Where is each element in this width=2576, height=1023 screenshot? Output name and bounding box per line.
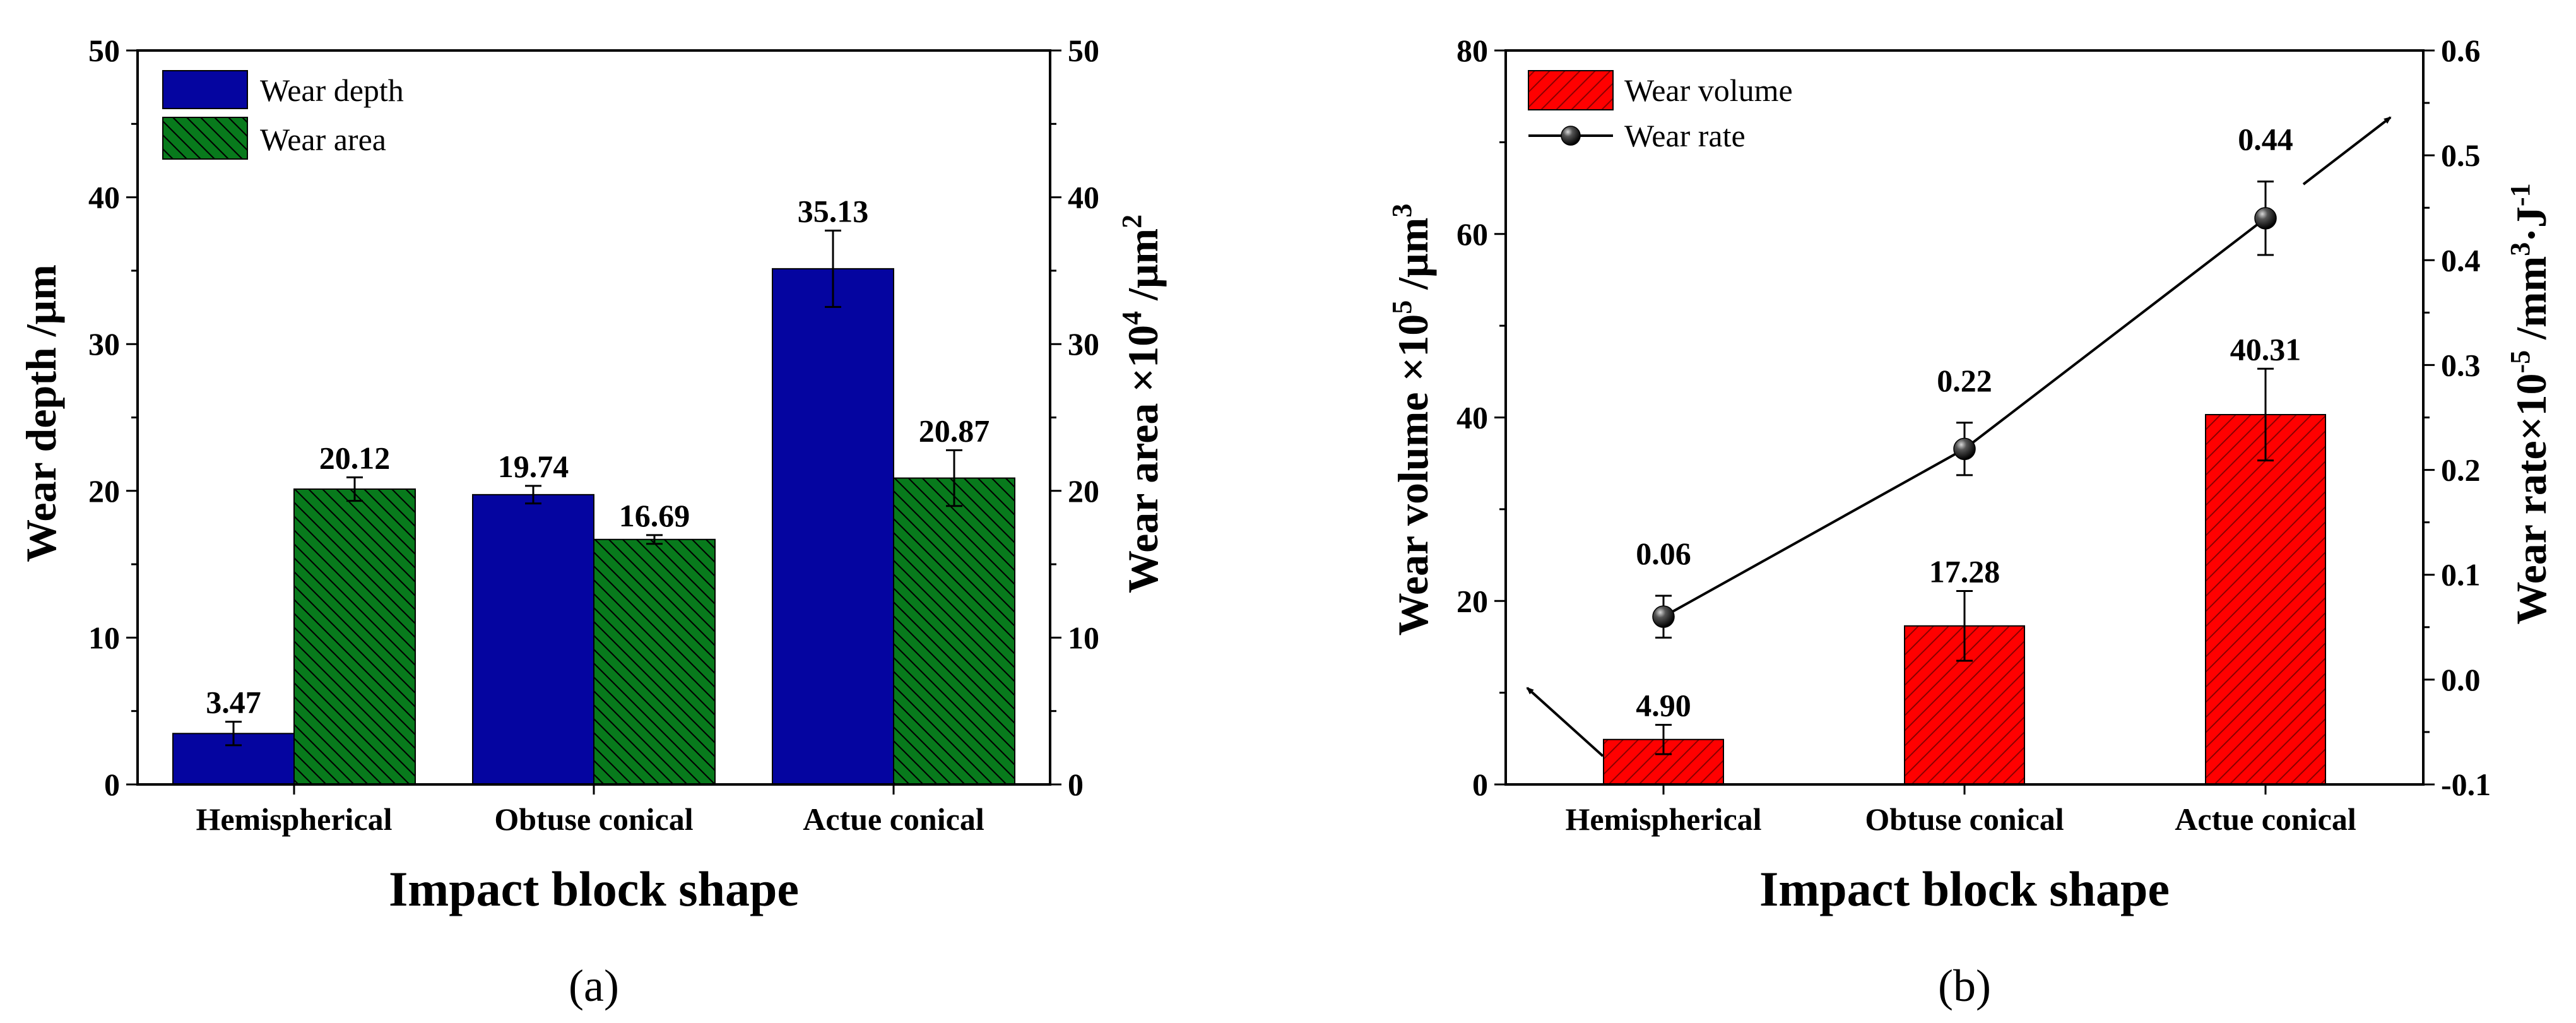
bar-wear-area-2 [893, 477, 1015, 785]
y-tick-label: 0 [104, 767, 120, 802]
y2-tick-label: 40 [1068, 180, 1099, 215]
y-tick-label: 20 [1456, 583, 1488, 618]
legend-marker-wear-rate [1561, 126, 1581, 146]
panel-b-x-axis-title: Impact block shape [1759, 861, 2170, 916]
panel-b-label: (b) [1938, 961, 1991, 1011]
y2-tick-label: 10 [1068, 620, 1099, 655]
panel-b-plot-marks: 4.90 Hemispherical 17.28 Obtuse conical 40.3… [1456, 33, 2491, 837]
wear-rate-point-0 [1652, 605, 1675, 628]
y-tick-label: 0 [1472, 767, 1488, 802]
panel-b-y2-axis-title: Wear rate×10-5 /mm3·J-1 [2505, 183, 2555, 624]
y-tick-label: 30 [88, 326, 120, 362]
panel-a-plot-marks: 3.47 20.12 Hemispherical 19.74 16.69 Obtuse c… [88, 33, 1099, 837]
wear-rate-point-2 [2254, 207, 2277, 230]
y-tick-label: 20 [88, 473, 120, 509]
y2-tick-label: 0.5 [2441, 138, 2481, 173]
panel-b: 4.90 Hemispherical 17.28 Obtuse conical 40.3… [1386, 33, 2555, 1011]
y2-tick-label: 0.0 [2441, 662, 2481, 697]
bar-wear-area-0 [293, 488, 416, 785]
bar-wear-area-1 [593, 538, 716, 785]
y2-tick-label: 0 [1068, 767, 1084, 802]
x-tick-label: Actue conical [2175, 801, 2356, 837]
y2-tick-label: -0.1 [2441, 767, 2491, 802]
arrow-right-wear-rate-axis [2302, 116, 2392, 186]
data-label-wear-rate-1: 0.22 [1937, 363, 1992, 398]
bar-wear-depth-2 [772, 268, 894, 785]
x-tick-label: Actue conical [803, 801, 984, 837]
panel-a-y2-axis-title: Wear area ×104 /μm2 [1116, 215, 1167, 593]
y-tick-label: 40 [1456, 400, 1488, 435]
y2-tick-label: 0.1 [2441, 557, 2481, 593]
panel-a-y-axis-title: Wear depth /μm [17, 264, 65, 562]
y-tick-label: 60 [1456, 216, 1488, 252]
panel-b-y-axis-title: Wear volume ×105 /μm3 [1386, 204, 1437, 636]
data-label-wear-volume-2: 40.31 [2230, 331, 2301, 367]
panel-a-legend: Wear depth Wear area [162, 70, 404, 160]
legend-swatch-wear-volume [1528, 70, 1614, 110]
y-tick-label: 10 [88, 620, 120, 655]
panel-a-label: (a) [569, 961, 619, 1011]
legend-label-wear-area: Wear area [260, 122, 386, 157]
y2-tick-label: 20 [1068, 473, 1099, 509]
data-label-wear-area-1: 16.69 [619, 498, 690, 533]
data-label-wear-volume-0: 4.90 [1636, 688, 1691, 723]
x-tick-label: Obtuse conical [494, 801, 693, 837]
y2-tick-label: 0.3 [2441, 347, 2481, 382]
y-tick-label: 50 [88, 33, 120, 68]
arrow-left-wear-volume-axis [1526, 687, 1604, 757]
legend-swatch-wear-area [162, 117, 248, 160]
data-label-wear-depth-0: 3.47 [206, 685, 261, 720]
y-tick-label: 40 [88, 180, 120, 215]
panel-a-x-axis-title: Impact block shape [389, 861, 799, 916]
bar-wear-depth-1 [472, 494, 594, 785]
bar-wear-volume-2 [2205, 413, 2326, 785]
data-label-wear-area-0: 20.12 [319, 440, 391, 475]
panel-b-legend: Wear volume Wear rate [1528, 70, 1793, 153]
legend-label-wear-depth: Wear depth [260, 73, 404, 108]
y-tick-label: 80 [1456, 33, 1488, 68]
y2-tick-label: 0.4 [2441, 242, 2481, 278]
legend-label-wear-rate: Wear rate [1624, 118, 1746, 153]
y2-tick-label: 30 [1068, 326, 1099, 362]
y2-tick-label: 50 [1068, 33, 1099, 68]
x-tick-label: Obtuse conical [1865, 801, 2064, 837]
legend-swatch-wear-depth [162, 70, 248, 109]
x-tick-label: Hemispherical [196, 801, 392, 837]
y2-tick-label: 0.2 [2441, 452, 2481, 488]
x-tick-label: Hemispherical [1565, 801, 1761, 837]
data-label-wear-rate-0: 0.06 [1636, 536, 1691, 571]
panel-a-plot-frame [136, 49, 1051, 786]
data-label-wear-area-2: 20.87 [919, 413, 990, 448]
y2-tick-label: 0.6 [2441, 33, 2481, 68]
panel-b-plot-frame [1504, 49, 2425, 786]
panel-a: 3.47 20.12 Hemispherical 19.74 16.69 Obtuse c… [17, 33, 1167, 1011]
legend-label-wear-volume: Wear volume [1624, 73, 1793, 108]
data-label-wear-depth-2: 35.13 [798, 193, 869, 228]
wear-rate-point-1 [1953, 437, 1976, 461]
data-label-wear-depth-1: 19.74 [498, 449, 569, 484]
data-label-wear-rate-2: 0.44 [2238, 122, 2293, 157]
data-label-wear-volume-1: 17.28 [1929, 554, 2000, 589]
